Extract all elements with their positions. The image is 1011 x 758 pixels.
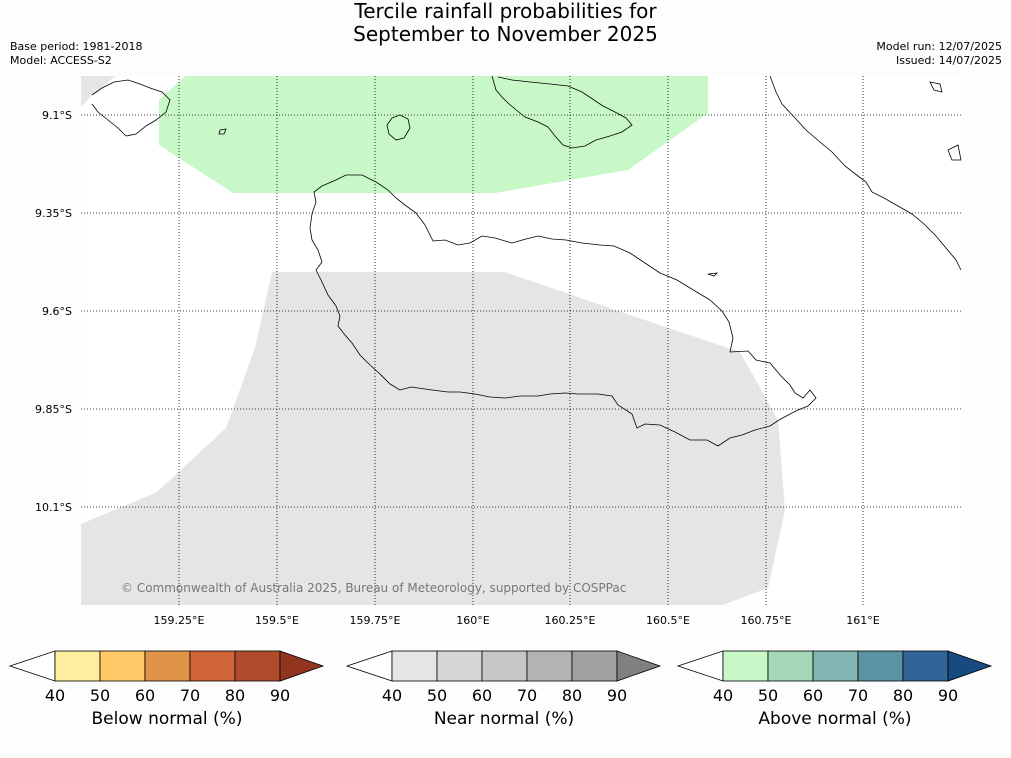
title-line-1: Tercile rainfall probabilities for — [354, 0, 657, 23]
colorbar-label-below: Below normal (%) — [91, 709, 243, 729]
colorbar-segment — [189, 650, 236, 682]
colorbar-tick: 60 — [803, 686, 823, 705]
colorbar-tick: 70 — [517, 686, 537, 705]
lon-label: 159.75°E — [350, 614, 401, 627]
colorbar-tick: 90 — [270, 686, 290, 705]
colorbar-label-near: Near normal (%) — [433, 709, 575, 729]
colorbar-segment — [54, 650, 101, 682]
colorbar-segment — [234, 650, 281, 682]
coast-russell-islands — [91, 79, 171, 137]
colorbar-tick: 80 — [225, 686, 245, 705]
colorbar-extend-high — [616, 650, 662, 682]
coast-malaita — [769, 75, 962, 271]
colorbar-segment — [526, 650, 573, 682]
graticule — [81, 76, 961, 605]
title-line-2: September to November 2025 — [353, 22, 658, 46]
lon-label: 161°E — [846, 614, 879, 627]
colorbar-tick: 40 — [713, 686, 733, 705]
lon-label: 160.75°E — [741, 614, 792, 627]
colorbar-near-normal: 40 50 60 70 80 90 — [345, 650, 662, 705]
colorbar-tick: 80 — [562, 686, 582, 705]
colorbar-segment — [391, 650, 438, 682]
colorbar-tick: 60 — [135, 686, 155, 705]
lat-label: 9.35°S — [35, 207, 72, 220]
colorbar-extend-low — [8, 650, 56, 682]
colorbar-segment — [481, 650, 528, 682]
lon-label: 159.5°E — [255, 614, 299, 627]
coast-savo-island — [386, 114, 411, 141]
colorbar-tick: 40 — [382, 686, 402, 705]
colorbar-segment — [99, 650, 146, 682]
coast-islet-3 — [929, 81, 943, 93]
colorbar-tick: 80 — [893, 686, 913, 705]
lon-label: 160.5°E — [646, 614, 690, 627]
coast-islet-2 — [218, 128, 227, 135]
lon-label: 159.25°E — [154, 614, 205, 627]
coast-florida-islands — [491, 75, 633, 149]
lon-label: 160°E — [456, 614, 489, 627]
lat-label: 9.6°S — [42, 305, 72, 318]
near-normal-corner — [81, 76, 115, 107]
colorbar-tick: 70 — [180, 686, 200, 705]
colorbar-extend-low — [676, 650, 724, 682]
colorbar-tick: 90 — [938, 686, 958, 705]
colorbar-tick: 90 — [607, 686, 627, 705]
coast-guadalcanal — [309, 174, 817, 447]
copyright-notice: © Commonwealth of Australia 2025, Bureau… — [121, 581, 626, 595]
colorbar-above-normal: 40 50 60 70 80 90 — [676, 650, 993, 705]
colorbar-segment — [571, 650, 618, 682]
colorbar-segment — [812, 650, 859, 682]
colorbar-segment — [857, 650, 904, 682]
colorbar-segment — [436, 650, 483, 682]
colorbar-segment — [144, 650, 191, 682]
model-run: Model run: 12/07/2025 — [876, 40, 1002, 53]
coast-islet-1 — [707, 272, 719, 277]
colorbar-tick: 50 — [90, 686, 110, 705]
colorbar-below-normal: 40 50 60 70 80 90 — [8, 650, 325, 705]
model-name: Model: ACCESS-S2 — [10, 54, 112, 67]
colorbar-extend-high — [947, 650, 993, 682]
colorbar-label-above: Above normal (%) — [758, 709, 912, 729]
lat-label: 9.85°S — [35, 403, 72, 416]
meta-right: Model run: 12/07/2025 Issued: 14/07/2025 — [876, 40, 1002, 68]
coastlines — [91, 75, 962, 447]
near-normal-region — [81, 272, 785, 605]
lon-label: 160.25°E — [545, 614, 596, 627]
meta-left: Base period: 1981-2018 Model: ACCESS-S2 — [10, 40, 142, 68]
colorbar-extend-low — [345, 650, 393, 682]
map-title: Tercile rainfall probabilities for Septe… — [0, 0, 1011, 46]
issued-date: Issued: 14/07/2025 — [895, 54, 1002, 67]
colorbar-tick: 40 — [45, 686, 65, 705]
colorbar-tick: 50 — [758, 686, 778, 705]
colorbar-tick: 60 — [472, 686, 492, 705]
coast-islet-4 — [947, 144, 962, 161]
colorbar-segment — [767, 650, 814, 682]
colorbar-tick: 50 — [427, 686, 447, 705]
lat-label: 10.1°S — [35, 501, 72, 514]
above-normal-region — [159, 76, 708, 193]
colorbar-segment — [722, 650, 769, 682]
lat-label: 9.1°S — [42, 109, 72, 122]
colorbar-extend-high — [279, 650, 325, 682]
colorbar-tick: 70 — [848, 686, 868, 705]
colorbar-segment — [902, 650, 949, 682]
base-period: Base period: 1981-2018 — [10, 40, 143, 53]
